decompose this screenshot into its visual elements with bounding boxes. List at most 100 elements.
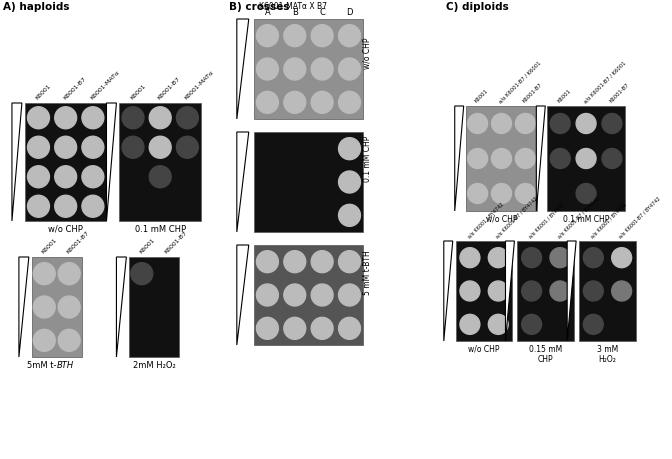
Polygon shape xyxy=(444,241,453,341)
Circle shape xyxy=(489,248,508,268)
Circle shape xyxy=(491,184,511,203)
Circle shape xyxy=(54,107,77,129)
Circle shape xyxy=(311,284,333,306)
Text: 2mM H₂O₂: 2mM H₂O₂ xyxy=(133,361,175,370)
Circle shape xyxy=(550,281,570,301)
Polygon shape xyxy=(536,106,545,211)
Circle shape xyxy=(82,166,103,188)
Polygon shape xyxy=(505,241,515,341)
Text: 0.15 mM
CHP: 0.15 mM CHP xyxy=(529,345,562,364)
Circle shape xyxy=(339,58,360,80)
Text: a/α K6001-B7 / K6001: a/α K6001-B7 / K6001 xyxy=(498,60,542,104)
Circle shape xyxy=(284,91,306,113)
Text: a/α K6001-B7 / BY4742: a/α K6001-B7 / BY4742 xyxy=(556,196,600,239)
Polygon shape xyxy=(455,106,464,211)
Circle shape xyxy=(34,296,55,318)
Circle shape xyxy=(82,136,103,158)
Circle shape xyxy=(468,184,488,203)
Circle shape xyxy=(131,263,153,285)
Text: a/α K6001-B7 / BY4742: a/α K6001-B7 / BY4742 xyxy=(618,196,662,239)
Bar xyxy=(456,241,513,341)
Circle shape xyxy=(576,149,596,168)
Circle shape xyxy=(284,251,306,273)
Circle shape xyxy=(602,149,622,168)
Circle shape xyxy=(177,136,198,158)
Circle shape xyxy=(468,149,488,168)
Circle shape xyxy=(149,136,171,158)
Polygon shape xyxy=(12,103,22,221)
Text: C) diploids: C) diploids xyxy=(446,2,509,12)
Circle shape xyxy=(550,113,570,134)
Circle shape xyxy=(311,25,333,47)
Circle shape xyxy=(257,25,278,47)
Circle shape xyxy=(257,284,278,306)
Bar xyxy=(25,103,106,221)
Polygon shape xyxy=(237,245,249,345)
Bar xyxy=(547,106,625,211)
Circle shape xyxy=(489,314,508,334)
Text: w/o CHP: w/o CHP xyxy=(468,345,500,354)
Circle shape xyxy=(583,314,603,334)
Text: a/α K6001 / BY4742: a/α K6001 / BY4742 xyxy=(590,201,628,239)
Circle shape xyxy=(515,184,536,203)
Polygon shape xyxy=(116,257,126,357)
Polygon shape xyxy=(106,103,116,221)
Circle shape xyxy=(54,166,77,188)
Circle shape xyxy=(515,113,536,134)
Text: a/α K6001-B7 / BY4742: a/α K6001-B7 / BY4742 xyxy=(495,196,538,239)
Circle shape xyxy=(311,317,333,339)
Circle shape xyxy=(339,204,360,226)
Circle shape xyxy=(54,195,77,217)
Polygon shape xyxy=(567,241,576,341)
Circle shape xyxy=(489,281,508,301)
Circle shape xyxy=(122,136,144,158)
Circle shape xyxy=(460,281,480,301)
Circle shape xyxy=(257,91,278,113)
Circle shape xyxy=(28,136,50,158)
Circle shape xyxy=(583,281,603,301)
Circle shape xyxy=(515,149,536,168)
Text: 0.1 mM CHP: 0.1 mM CHP xyxy=(363,135,372,182)
Text: a/α K6001-B7 / K6001: a/α K6001-B7 / K6001 xyxy=(583,60,627,104)
Circle shape xyxy=(122,107,144,129)
Circle shape xyxy=(284,317,306,339)
Text: K6001-B7: K6001-B7 xyxy=(157,76,181,101)
Circle shape xyxy=(602,113,622,134)
Text: D: D xyxy=(346,8,353,17)
Text: K6001-B7: K6001-B7 xyxy=(163,230,187,255)
Circle shape xyxy=(550,149,570,168)
Circle shape xyxy=(311,91,333,113)
Circle shape xyxy=(612,248,632,268)
Circle shape xyxy=(28,107,50,129)
Text: B) crosses: B) crosses xyxy=(229,2,290,12)
Bar xyxy=(254,19,363,119)
Text: K6001: K6001 xyxy=(41,238,58,255)
Circle shape xyxy=(339,25,360,47)
Bar xyxy=(129,257,179,357)
Circle shape xyxy=(460,248,480,268)
Circle shape xyxy=(257,317,278,339)
Text: K6001: K6001 xyxy=(138,238,156,255)
Circle shape xyxy=(54,136,77,158)
Circle shape xyxy=(284,284,306,306)
Circle shape xyxy=(34,330,55,351)
Circle shape xyxy=(82,107,103,129)
Text: 5mM t-: 5mM t- xyxy=(28,361,56,370)
Circle shape xyxy=(339,284,360,306)
Bar xyxy=(254,132,363,232)
Circle shape xyxy=(284,58,306,80)
Text: C: C xyxy=(319,8,325,17)
Circle shape xyxy=(339,251,360,273)
Circle shape xyxy=(284,25,306,47)
Circle shape xyxy=(491,113,511,134)
Text: K6001: K6001 xyxy=(130,84,147,101)
Text: 3 mM
H₂O₂: 3 mM H₂O₂ xyxy=(597,345,618,364)
Text: a/α K6001 / BY4742: a/α K6001 / BY4742 xyxy=(528,201,566,239)
Text: B: B xyxy=(292,8,298,17)
Text: w/o CHP: w/o CHP xyxy=(48,225,83,234)
Circle shape xyxy=(311,251,333,273)
Circle shape xyxy=(34,263,55,285)
Circle shape xyxy=(149,107,171,129)
Bar xyxy=(254,245,363,345)
Circle shape xyxy=(576,184,596,203)
